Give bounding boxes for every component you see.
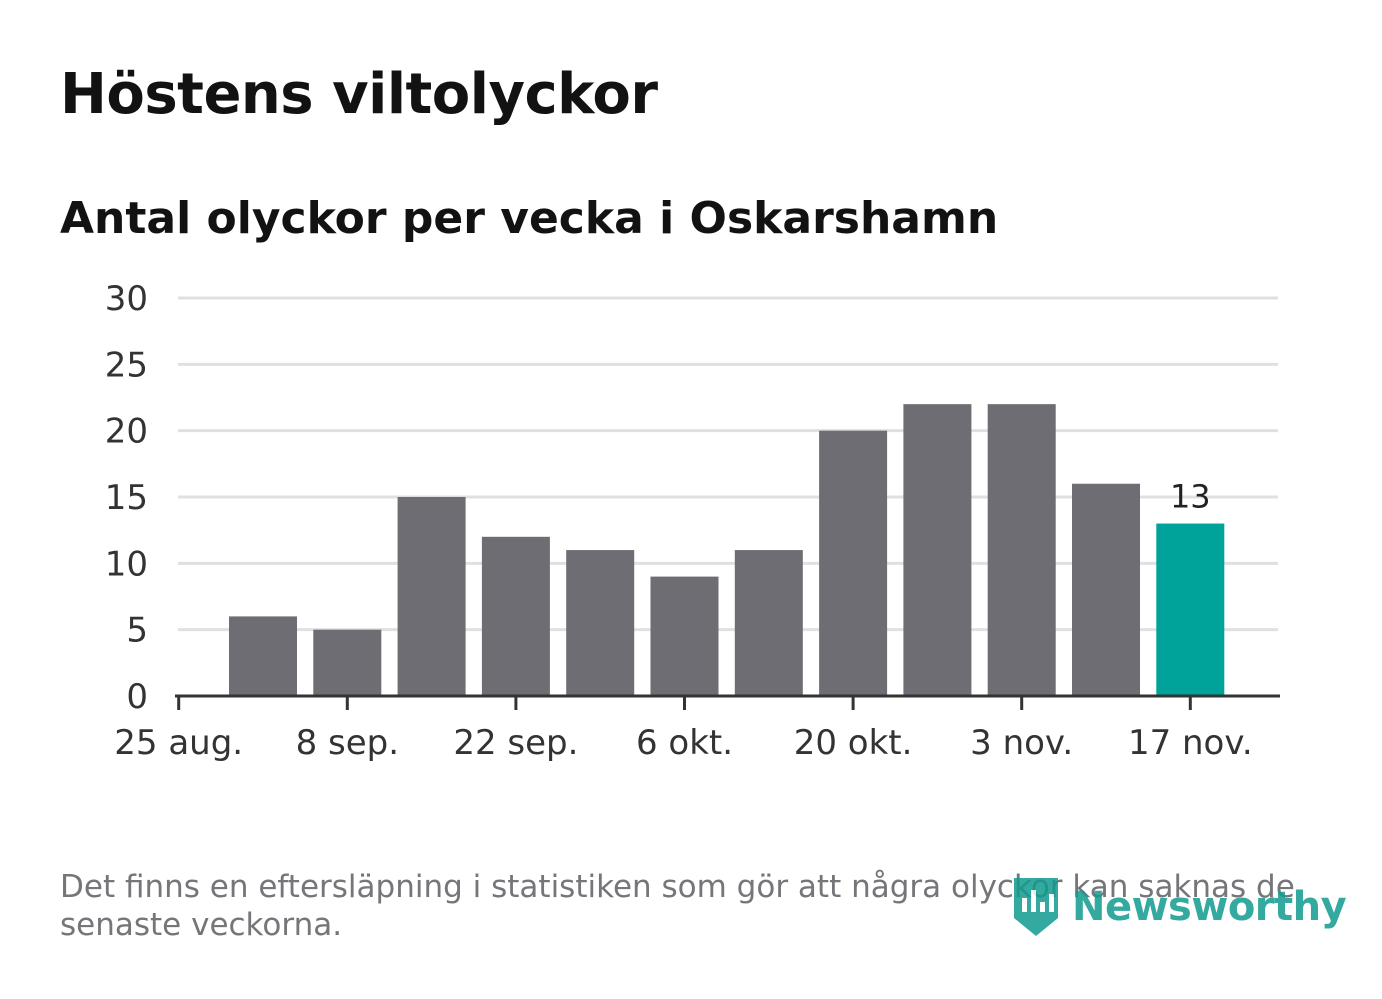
bar — [481, 536, 550, 696]
x-tick-label: 17 nov. — [1128, 723, 1253, 763]
bar — [1072, 483, 1140, 696]
y-tick-label: 0 — [126, 677, 148, 717]
bar — [229, 616, 297, 696]
bar — [397, 497, 466, 696]
y-tick-label: 15 — [105, 478, 148, 518]
x-tick-label: 8 sep. — [296, 723, 399, 763]
newsworthy-logo-icon — [1014, 878, 1058, 936]
bar — [313, 629, 382, 696]
chart-title: Höstens viltolyckor — [60, 62, 658, 127]
y-tick-label: 20 — [105, 412, 148, 452]
x-tick-label: 3 nov. — [970, 723, 1073, 763]
y-tick-label: 5 — [126, 611, 148, 651]
brand-name: Newsworthy — [1072, 884, 1347, 930]
y-axis-ticks: 0 5 10 15 20 25 30 — [105, 279, 148, 717]
bar — [650, 576, 719, 696]
bar-highlight — [1156, 523, 1225, 696]
bars — [229, 404, 1225, 696]
y-tick-label: 25 — [105, 345, 148, 385]
brand-logo: Newsworthy — [1010, 874, 1347, 940]
bar — [734, 550, 803, 696]
footnote: Det finns en eftersläpning i statistiken… — [60, 869, 1295, 943]
data-label: 13 — [1170, 478, 1211, 516]
y-tick-label: 30 — [105, 279, 148, 319]
x-axis: 25 aug. 8 sep. 22 sep. 6 okt. 20 okt. 3 nov. 1… — [114, 694, 1280, 763]
bar — [566, 550, 635, 696]
x-tick-label: 6 okt. — [636, 723, 733, 763]
x-tick-label: 25 aug. — [114, 723, 243, 763]
bar — [987, 404, 1056, 696]
bar — [819, 430, 888, 696]
chart-subtitle: Antal olyckor per vecka i Oskarshamn — [60, 193, 999, 244]
data-labels: 13 — [1170, 478, 1211, 516]
y-tick-label: 10 — [105, 544, 148, 584]
bar — [903, 404, 972, 696]
x-tick-label: 22 sep. — [453, 723, 578, 763]
x-tick-label: 20 okt. — [794, 723, 913, 763]
